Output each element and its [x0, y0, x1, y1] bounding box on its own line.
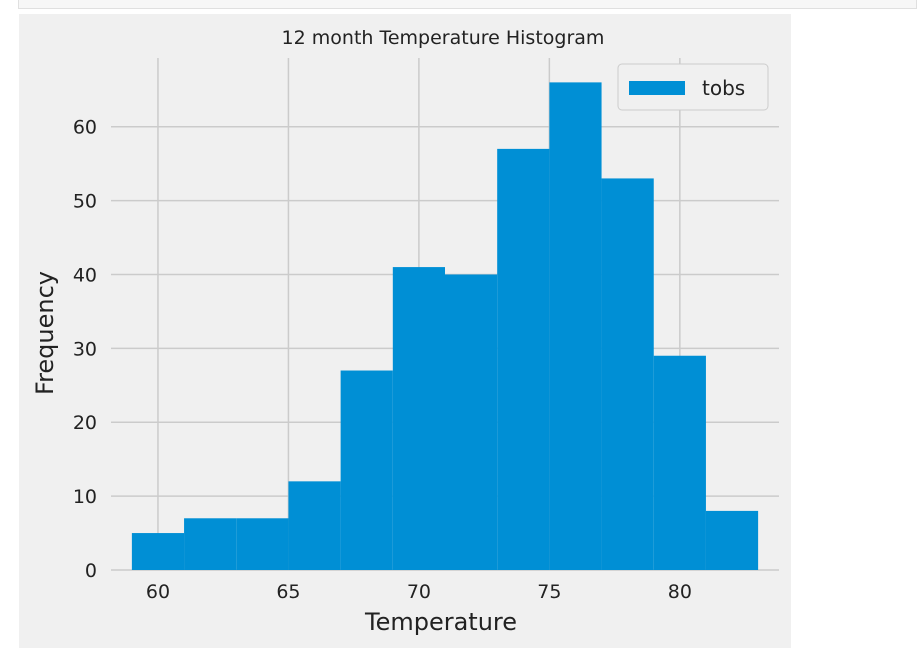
histogram-bar-7 [497, 148, 550, 571]
x-tick-labels: 60 65 70 75 80 [146, 581, 692, 603]
histogram-bar-0 [131, 533, 185, 570]
y-tick-label-3: 30 [73, 338, 97, 360]
histogram-bar-1 [184, 518, 237, 570]
histogram-bar-8 [549, 82, 602, 570]
x-tick-label-2: 70 [407, 581, 431, 603]
y-tick-label-6: 60 [73, 117, 97, 139]
legend-box [617, 63, 769, 111]
x-tick-label-3: 75 [537, 581, 561, 603]
y-tick-label-5: 50 [73, 191, 97, 213]
y-tick-label-0: 0 [85, 560, 97, 582]
chart-title: 12 month Temperature Histogram [282, 27, 605, 49]
histogram-chart: 60 65 70 75 80 0 10 20 30 40 50 60 12 month Temper… [31, 27, 779, 636]
legend-swatch-tobs [629, 81, 685, 95]
y-tick-label-1: 10 [73, 486, 97, 508]
notebook-cell-edge [18, 0, 917, 9]
x-tick-label-0: 60 [146, 581, 170, 603]
histogram-bar-9 [601, 178, 654, 570]
histogram-bar-6 [445, 274, 498, 570]
x-tick-label-4: 80 [668, 581, 692, 603]
legend-label-tobs: tobs [702, 76, 745, 100]
x-tick-label-1: 65 [276, 581, 300, 603]
y-tick-label-2: 20 [73, 412, 97, 434]
y-tick-labels: 0 10 20 30 40 50 60 [73, 117, 97, 582]
histogram-bar-2 [236, 518, 289, 570]
figure: 60 65 70 75 80 0 10 20 30 40 50 60 12 month Temper… [19, 14, 791, 648]
histogram-bar-5 [392, 267, 445, 570]
histogram-bars [131, 82, 759, 571]
x-axis-label: Temperature [364, 608, 517, 636]
histogram-bar-11 [705, 510, 759, 570]
histogram-bar-10 [653, 355, 706, 570]
histogram-bar-3 [288, 481, 341, 570]
legend: tobs [617, 63, 769, 111]
y-tick-label-4: 40 [73, 264, 97, 286]
histogram-bar-4 [340, 370, 393, 570]
y-axis-label: Frequency [31, 271, 59, 395]
